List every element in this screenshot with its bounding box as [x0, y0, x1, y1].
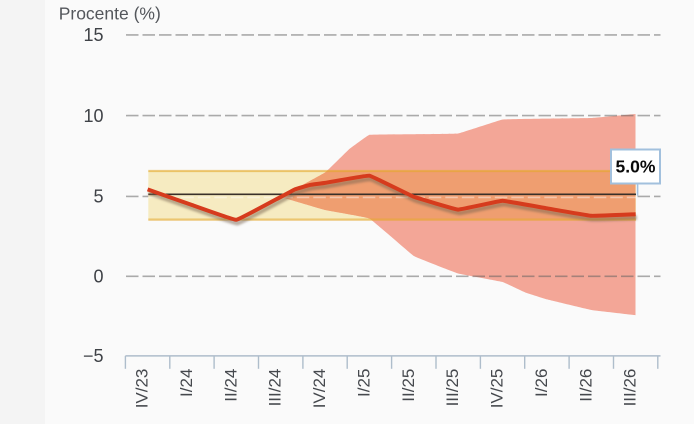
- svg-text:0: 0: [93, 267, 103, 287]
- svg-text:IV/25: IV/25: [488, 369, 507, 409]
- svg-text:III/24: III/24: [266, 369, 285, 407]
- svg-text:10: 10: [83, 106, 103, 126]
- svg-text:5.0%: 5.0%: [616, 157, 656, 177]
- svg-text:II/26: II/26: [576, 369, 595, 402]
- svg-text:I/25: I/25: [354, 369, 373, 397]
- svg-text:−5: −5: [83, 346, 104, 366]
- svg-text:5: 5: [93, 187, 103, 207]
- svg-text:I/24: I/24: [177, 369, 196, 397]
- svg-text:IV/24: IV/24: [310, 369, 329, 409]
- svg-text:I/26: I/26: [532, 369, 551, 397]
- svg-text:III/26: III/26: [621, 369, 640, 407]
- svg-text:III/25: III/25: [443, 369, 462, 407]
- svg-text:II/24: II/24: [221, 369, 240, 402]
- svg-text:II/25: II/25: [399, 369, 418, 402]
- svg-text:Procente (%): Procente (%): [59, 4, 161, 24]
- svg-text:IV/23: IV/23: [133, 369, 152, 409]
- svg-text:15: 15: [83, 25, 103, 45]
